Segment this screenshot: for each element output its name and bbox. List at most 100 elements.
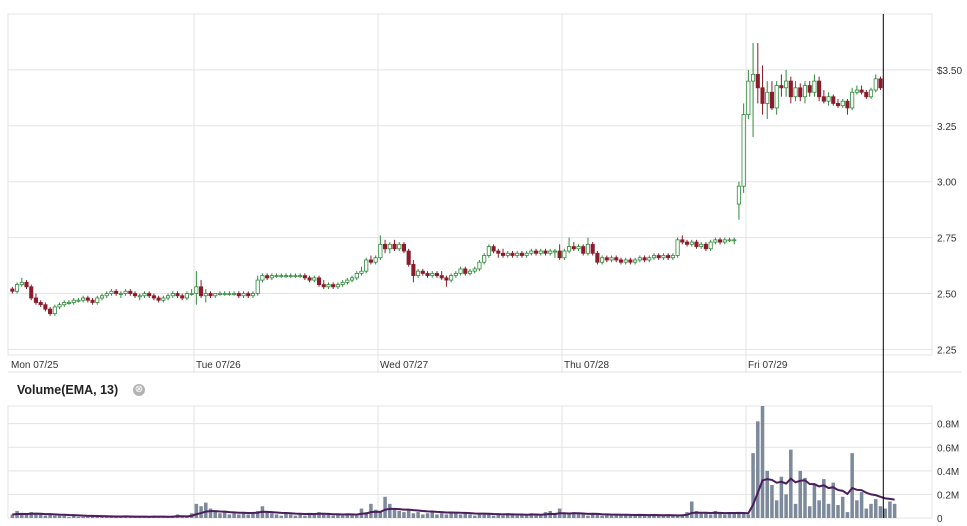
volume-bar[interactable] xyxy=(572,512,576,518)
candlestick[interactable] xyxy=(567,237,572,254)
volume-bar[interactable] xyxy=(675,515,680,518)
candlestick[interactable] xyxy=(359,266,364,276)
volume-bar[interactable] xyxy=(638,514,642,518)
candlestick[interactable] xyxy=(406,248,411,267)
volume-bar[interactable] xyxy=(369,503,373,518)
candlestick[interactable] xyxy=(29,284,34,301)
volume-bar[interactable] xyxy=(222,512,227,518)
candlestick[interactable] xyxy=(217,291,223,296)
volume-bar[interactable] xyxy=(251,512,255,518)
candlestick[interactable] xyxy=(562,248,567,260)
candlestick[interactable] xyxy=(708,239,713,252)
candlestick[interactable] xyxy=(694,239,699,249)
volume-bar[interactable] xyxy=(633,515,637,518)
candlestick[interactable] xyxy=(864,90,869,99)
volume-bar[interactable] xyxy=(487,514,491,518)
volume-bar[interactable] xyxy=(798,470,803,518)
candlestick[interactable] xyxy=(486,244,491,258)
candlestick[interactable] xyxy=(736,181,741,220)
volume-bar[interactable] xyxy=(185,516,189,518)
volume-bar[interactable] xyxy=(444,514,449,518)
candlestick[interactable] xyxy=(760,65,765,115)
volume-bar[interactable] xyxy=(793,503,798,518)
candlestick[interactable] xyxy=(142,291,147,298)
candlestick[interactable] xyxy=(321,280,326,290)
candlestick[interactable] xyxy=(71,297,76,305)
candlestick[interactable] xyxy=(633,257,638,265)
volume-bar[interactable] xyxy=(29,512,33,518)
volume-bar[interactable] xyxy=(411,513,416,518)
volume-bar[interactable] xyxy=(723,514,727,518)
volume-bar[interactable] xyxy=(699,512,703,518)
candlestick[interactable] xyxy=(713,237,718,245)
candlestick[interactable] xyxy=(500,248,506,258)
candlestick[interactable] xyxy=(165,293,171,301)
candlestick[interactable] xyxy=(467,268,473,276)
candlestick[interactable] xyxy=(482,253,487,265)
volume-bar[interactable] xyxy=(605,514,609,518)
volume-bar[interactable] xyxy=(878,506,883,518)
candlestick[interactable] xyxy=(255,275,260,296)
candlestick[interactable] xyxy=(416,268,421,278)
candlestick[interactable] xyxy=(807,81,812,97)
candlestick[interactable] xyxy=(401,242,406,254)
volume-bar[interactable] xyxy=(741,513,746,518)
volume-bar[interactable] xyxy=(803,477,807,518)
volume-bar[interactable] xyxy=(529,513,534,518)
candlestick[interactable] xyxy=(812,74,817,97)
candlestick[interactable] xyxy=(642,255,647,263)
volume-bar[interactable] xyxy=(770,484,774,518)
volume-bar[interactable] xyxy=(826,503,831,518)
volume-bar[interactable] xyxy=(718,513,722,518)
volume-bar[interactable] xyxy=(765,470,769,518)
candlestick[interactable] xyxy=(878,76,883,91)
candlestick[interactable] xyxy=(831,94,836,106)
volume-bar[interactable] xyxy=(34,513,38,518)
volume-bar[interactable] xyxy=(732,513,736,518)
volume-bar[interactable] xyxy=(751,453,755,518)
volume-bar[interactable] xyxy=(109,516,114,518)
volume-bar[interactable] xyxy=(510,514,515,518)
candlestick[interactable] xyxy=(477,259,482,272)
volume-bar[interactable] xyxy=(388,503,392,518)
volume-bar[interactable] xyxy=(241,513,246,518)
volume-bar[interactable] xyxy=(421,514,425,518)
volume-bar[interactable] xyxy=(321,513,326,518)
volume-bar[interactable] xyxy=(279,515,284,518)
candlestick[interactable] xyxy=(109,289,114,296)
candlestick[interactable] xyxy=(868,87,874,99)
volume-bar[interactable] xyxy=(647,515,652,518)
candlestick[interactable] xyxy=(600,255,605,265)
candlestick[interactable] xyxy=(765,81,770,120)
candlestick[interactable] xyxy=(793,81,798,102)
candlestick[interactable] xyxy=(604,255,609,263)
volume-bar[interactable] xyxy=(392,508,397,518)
candlestick[interactable] xyxy=(203,289,208,303)
volume-bar[interactable] xyxy=(53,515,57,518)
candlestick[interactable] xyxy=(279,273,284,278)
candlestick[interactable] xyxy=(170,291,175,298)
volume-bar[interactable] xyxy=(317,512,321,518)
candlestick[interactable] xyxy=(718,237,723,245)
candlestick[interactable] xyxy=(727,237,732,243)
volume-bar[interactable] xyxy=(194,503,199,518)
volume-bar[interactable] xyxy=(784,494,788,518)
volume-bar[interactable] xyxy=(355,515,359,518)
candlestick[interactable] xyxy=(368,255,373,265)
candlestick[interactable] xyxy=(147,291,152,298)
volume-bar[interactable] xyxy=(491,515,496,518)
candlestick[interactable] xyxy=(798,83,803,102)
volume-bar[interactable] xyxy=(619,515,623,518)
candlestick[interactable] xyxy=(269,273,274,281)
volume-bar[interactable] xyxy=(477,514,482,518)
candlestick[interactable] xyxy=(647,255,652,263)
volume-bar[interactable] xyxy=(694,510,699,518)
candlestick[interactable] xyxy=(637,255,642,263)
volume-bar[interactable] xyxy=(331,515,335,518)
candlestick[interactable] xyxy=(274,273,279,278)
volume-bar[interactable] xyxy=(24,514,29,518)
volume-bar[interactable] xyxy=(237,514,241,518)
candlestick[interactable] xyxy=(260,273,265,283)
volume-bar[interactable] xyxy=(652,514,656,518)
candlestick[interactable] xyxy=(425,271,430,278)
